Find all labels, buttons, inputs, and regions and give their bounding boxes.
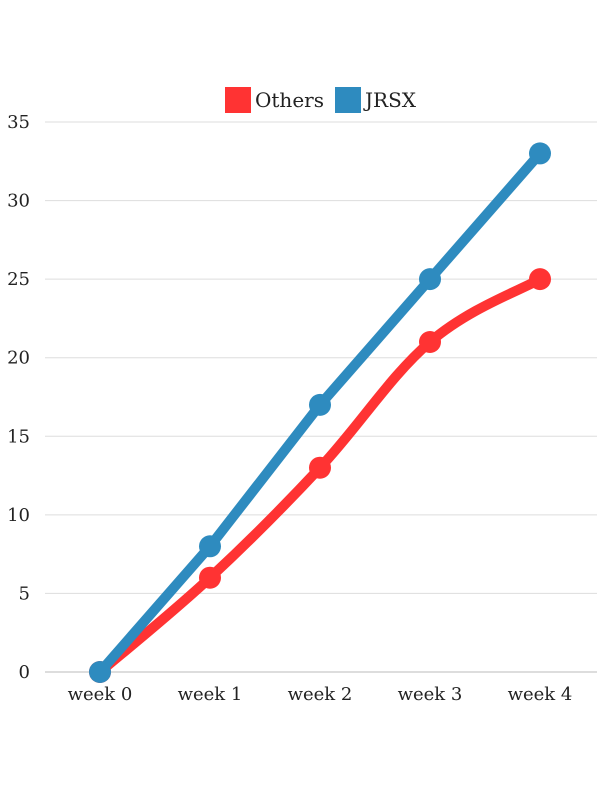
series-lines	[89, 142, 551, 683]
x-tick-label: week 3	[398, 684, 463, 705]
y-tick-label: 15	[7, 426, 30, 447]
y-axis-ticks: 0 5 10 15 20 25 30 35	[7, 112, 30, 683]
y-tick-label: 20	[7, 348, 30, 369]
legend: Others JRSX	[225, 87, 417, 113]
data-point-jrsx-0	[89, 661, 111, 683]
y-tick-label: 35	[7, 112, 30, 133]
legend-swatch-others	[225, 87, 251, 113]
x-axis-ticks: week 0 week 1 week 2 week 3 week 4	[68, 684, 573, 705]
x-tick-label: week 4	[508, 684, 573, 705]
x-tick-label: week 0	[68, 684, 133, 705]
data-point-others-3	[419, 331, 441, 353]
series-jrsx	[89, 142, 551, 683]
x-tick-label: week 2	[288, 684, 353, 705]
grid-lines	[45, 121, 597, 673]
data-point-jrsx-4	[529, 142, 551, 165]
data-point-jrsx-1	[199, 535, 221, 558]
legend-swatch-jrsx	[335, 87, 361, 113]
y-tick-label: 0	[19, 662, 30, 683]
series-others	[89, 268, 551, 683]
x-tick-label: week 1	[178, 684, 243, 705]
data-point-others-4	[529, 268, 551, 291]
data-point-jrsx-2	[309, 393, 331, 416]
legend-label-jrsx: JRSX	[363, 88, 417, 112]
y-tick-label: 5	[19, 583, 30, 604]
y-tick-label: 10	[7, 505, 30, 526]
y-tick-label: 25	[7, 269, 30, 290]
y-tick-label: 30	[7, 191, 30, 212]
data-point-others-1	[199, 566, 221, 589]
legend-label-others: Others	[255, 88, 324, 112]
data-point-jrsx-3	[419, 268, 441, 291]
data-point-others-2	[309, 456, 331, 479]
